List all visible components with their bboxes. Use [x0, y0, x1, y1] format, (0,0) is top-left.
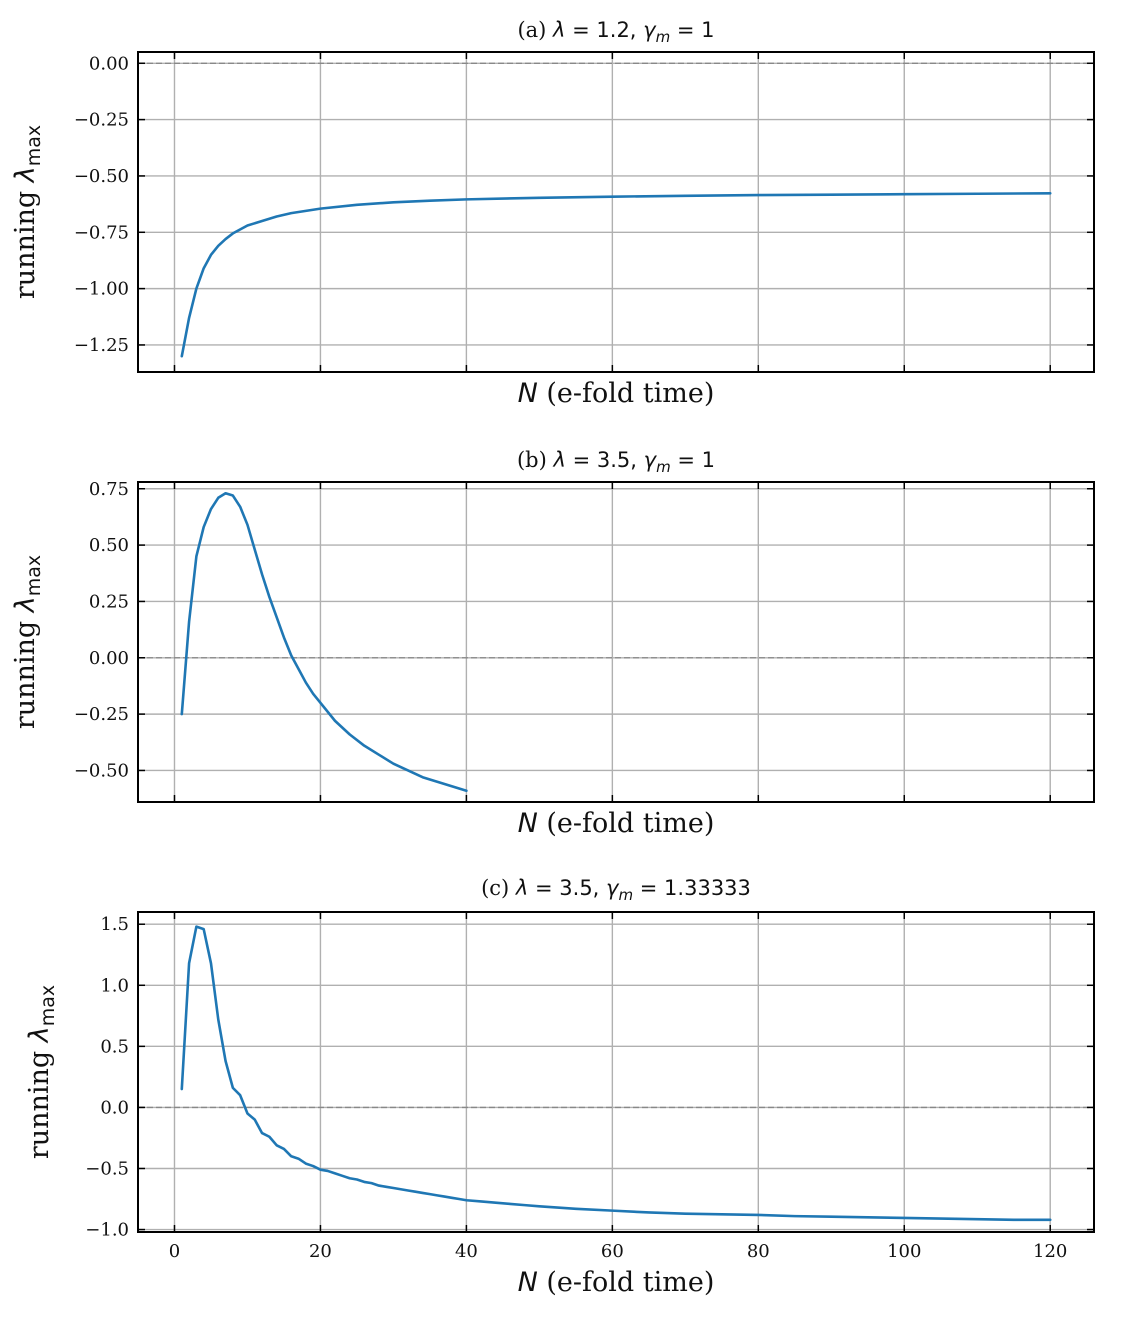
panel-c-axes-frame [137, 911, 1095, 1233]
panel-b: 0.75 0.50 0.25 0.00 −0.25 −0.50 (b) λ = 3.5, γ… [10, 448, 1095, 839]
panel-b-ytick-label: −0.25 [74, 704, 129, 725]
panel-a-ytick-label: −0.25 [74, 110, 129, 131]
panel-c-xtick-label: 100 [887, 1241, 921, 1262]
panel-c-ytick-label: −1.0 [85, 1220, 129, 1241]
panel-b-ytick-label: 0.25 [89, 591, 129, 612]
panel-b-ytick-label: −0.50 [74, 760, 129, 781]
panel-c: 1.5 1.0 0.5 0.0 −0.5 −1.0 0 20 40 60 80 100 120 (c) λ… [24, 876, 1095, 1298]
panel-b-x-axis-label: N (e-fold time) [518, 808, 715, 839]
panel-c-x-axis-label: N (e-fold time) [518, 1267, 715, 1298]
panel-a-ytick-label: 0.00 [89, 53, 129, 74]
panel-b-axes-frame [137, 481, 1095, 803]
panel-a-axes-frame [137, 51, 1095, 373]
panel-c-y-axis-label: running λmax [24, 985, 59, 1159]
panel-c-series-line [180, 925, 1052, 1222]
panel-a-ytick-label: −1.25 [74, 335, 129, 356]
panel-b-ytick-label: 0.50 [89, 535, 129, 556]
panel-c-ytick-label: 1.0 [100, 975, 129, 996]
panel-b-y-axis-label: running λmax [10, 555, 45, 729]
panel-c-ytick-label: −0.5 [85, 1158, 129, 1179]
panel-c-ytick-label: 0.0 [100, 1097, 129, 1118]
panel-a-y-axis-label: running λmax [10, 125, 45, 299]
panel-b-series-line [180, 491, 468, 793]
panel-a-title: (a) λ = 1.2, γm = 1 [517, 18, 714, 46]
panel-c-xtick-label: 80 [747, 1241, 770, 1262]
panel-a-ytick-label: −1.00 [74, 279, 129, 300]
panel-a-x-axis-label: N (e-fold time) [518, 378, 715, 409]
panel-c-ytick-label: 1.5 [100, 914, 129, 935]
panel-b-ytick-label: 0.00 [89, 648, 129, 669]
panel-c-xtick-label: 0 [169, 1241, 180, 1262]
panel-a-ytick-label: −0.50 [74, 166, 129, 187]
panel-a: 0.00 −0.25 −0.50 −0.75 −1.00 −1.25 (a) λ = 1.2… [10, 18, 1095, 409]
panel-c-xtick-label: 40 [455, 1241, 478, 1262]
panel-c-xtick-label: 60 [601, 1241, 624, 1262]
panel-c-ytick-label: 0.5 [100, 1036, 129, 1057]
panel-b-ytick-label: 0.75 [89, 479, 129, 500]
panel-c-xtick-label: 20 [309, 1241, 332, 1262]
panel-c-xtick-label: 120 [1033, 1241, 1067, 1262]
panel-c-title: (c) λ = 3.5, γm = 1.33333 [481, 876, 751, 904]
panel-a-ytick-label: −0.75 [74, 222, 129, 243]
panel-a-series-line [180, 192, 1052, 358]
panel-b-title: (b) λ = 3.5, γm = 1 [517, 448, 715, 476]
